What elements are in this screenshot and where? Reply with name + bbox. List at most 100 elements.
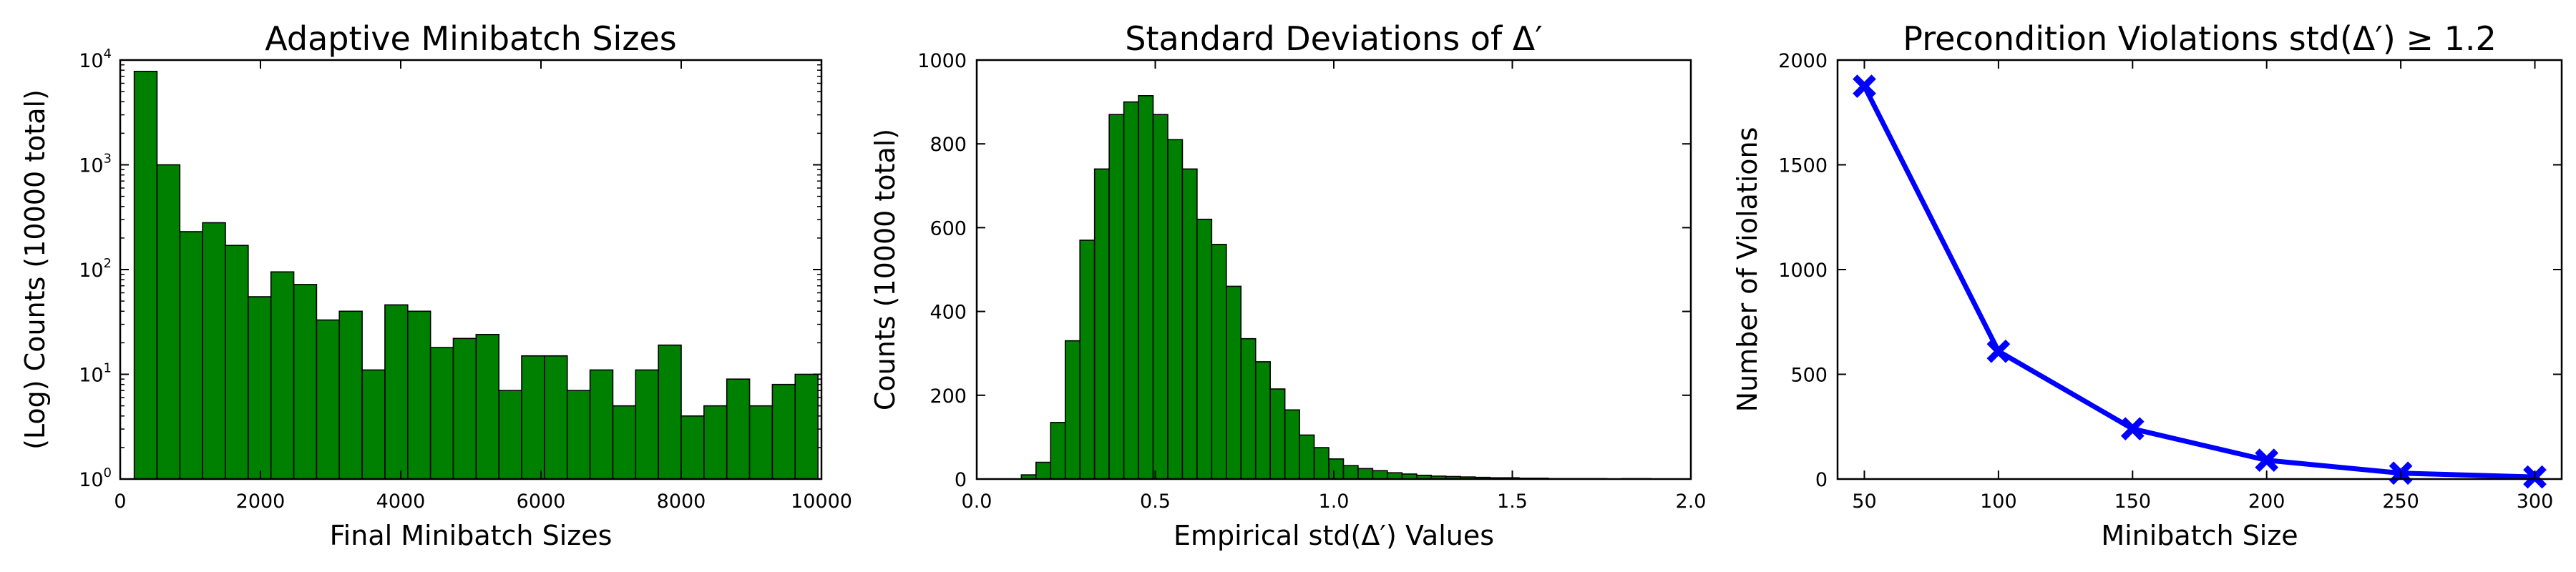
histogram-bar [225,245,249,480]
y-tick-label: 200 [930,385,967,408]
histogram-bar [703,405,728,480]
histogram-bar [521,355,545,480]
histogram-bar [1372,470,1388,480]
y-tick-label: 1500 [1778,155,1828,177]
chart-title: Standard Deviations of Δ′ [1125,19,1542,58]
histogram-bar [1079,240,1096,480]
histogram-bar [658,344,682,480]
x-tick-label: 0.5 [1140,490,1171,513]
x-axis-label: Empirical std(Δ′) Values [1174,520,1494,551]
data-point-marker [1853,74,1876,98]
histogram-bar [202,222,226,480]
panel-std-deviations: 0.0 0.5 1.0 1.5 2.0 0 200 400 600 800 1000 Standar… [869,19,1706,551]
marker-stroke [2120,417,2145,441]
histogram-bar [1196,218,1213,480]
x-axis-label: Minibatch Size [2101,520,2298,551]
y-tick-label: 500 [1790,365,1828,387]
histogram-bar [316,319,341,480]
x-tick-label: 1.5 [1497,490,1528,513]
histogram-bar [1284,409,1300,480]
histogram-bar [384,304,409,480]
histogram-bar [475,333,499,480]
histogram-bar [429,347,454,480]
x-tick-label: 2.0 [1676,490,1707,513]
histogram-bar [680,415,705,480]
x-tick-label: 10000 [791,490,852,513]
panel-minibatch-sizes: 0 2000 4000 6000 8000 10000 100 101 102 103 104 Ad… [19,19,852,551]
histogram-bar [1138,95,1154,480]
histogram-bar [635,369,659,480]
panel-precondition-violations: 50 100 150 200 250 300 0 500 1000 1500 2000 Precon… [1732,19,2563,551]
histogram-bar [1108,114,1125,480]
y-tick-label: 800 [930,134,967,156]
x-tick-label: 0.0 [962,490,992,513]
histogram-bar [612,405,637,480]
y-tick-label: 104 [79,46,112,72]
histogram-bar [1269,388,1286,480]
histogram-bar [1152,114,1169,480]
data-point-marker [1986,339,2011,363]
histogram-bar [544,355,568,480]
x-tick-label: 2000 [236,490,286,513]
histogram-bar [1299,434,1315,480]
y-axis-label: Counts (10000 total) [869,129,901,410]
histogram-bar [566,390,591,480]
histogram-bar [361,369,386,480]
histogram-bar [1167,139,1184,480]
histogram-bar [498,390,522,480]
y-axis-label: (Log) Counts (10000 total) [19,89,51,450]
x-tick-label: 4000 [376,490,426,513]
histogram-bar [1064,340,1081,480]
histogram-bar [1226,285,1242,480]
series-line [1862,85,2535,480]
y-tick-label: 400 [930,302,967,324]
y-tick-label: 0 [955,469,967,491]
histogram-bar [589,369,614,480]
y-tick-label: 0 [1815,469,1828,491]
x-tick-label: 200 [2248,490,2285,513]
histogram-bar [270,271,295,480]
histogram-bar [1181,168,1198,480]
histogram-bar [179,231,203,480]
histogram-bar [1240,337,1257,480]
data-point-marker [2255,448,2279,472]
x-tick-label: 50 [1852,490,1876,513]
histogram-bar [1123,101,1139,480]
x-tick-label: 100 [1980,490,2017,513]
x-axis-label: Final Minibatch Sizes [330,520,613,551]
y-tick-label: 1000 [1778,260,1828,282]
histogram-bar [794,373,819,480]
y-tick-label: 103 [79,152,112,177]
y-tick-label: 100 [79,465,112,491]
x-tick-label: 1.0 [1319,490,1350,513]
histogram-bar [748,405,774,480]
x-tick-label: 250 [2382,490,2419,513]
histogram-bar [293,284,318,480]
histogram-bar [1254,361,1271,480]
histogram-bar [1035,461,1052,480]
x-tick-label: 300 [2517,490,2554,513]
histogram-bar [726,378,751,480]
histogram-bar [133,71,158,480]
x-tick-label: 150 [2114,490,2152,513]
histogram-bar [1328,458,1345,480]
histogram-bar [1211,244,1227,480]
data-point-marker [2120,417,2145,441]
histogram-bar [1357,468,1374,480]
x-tick-label: 0 [114,490,126,513]
histogram-bar [1342,465,1359,480]
histogram-bar [406,310,431,480]
y-tick-label: 1000 [917,50,967,72]
y-tick-label: 600 [930,217,967,240]
y-axis-label: Number of Violations [1732,127,1763,413]
y-tick-label: 2000 [1778,50,1828,72]
marker-stroke [2255,448,2279,472]
histogram-bar [771,383,796,480]
histogram-bar [1093,168,1110,480]
x-tick-label: 6000 [517,490,566,513]
histogram-bar [1313,447,1330,480]
histogram-bar [248,296,272,480]
marker-stroke [1986,339,2011,363]
